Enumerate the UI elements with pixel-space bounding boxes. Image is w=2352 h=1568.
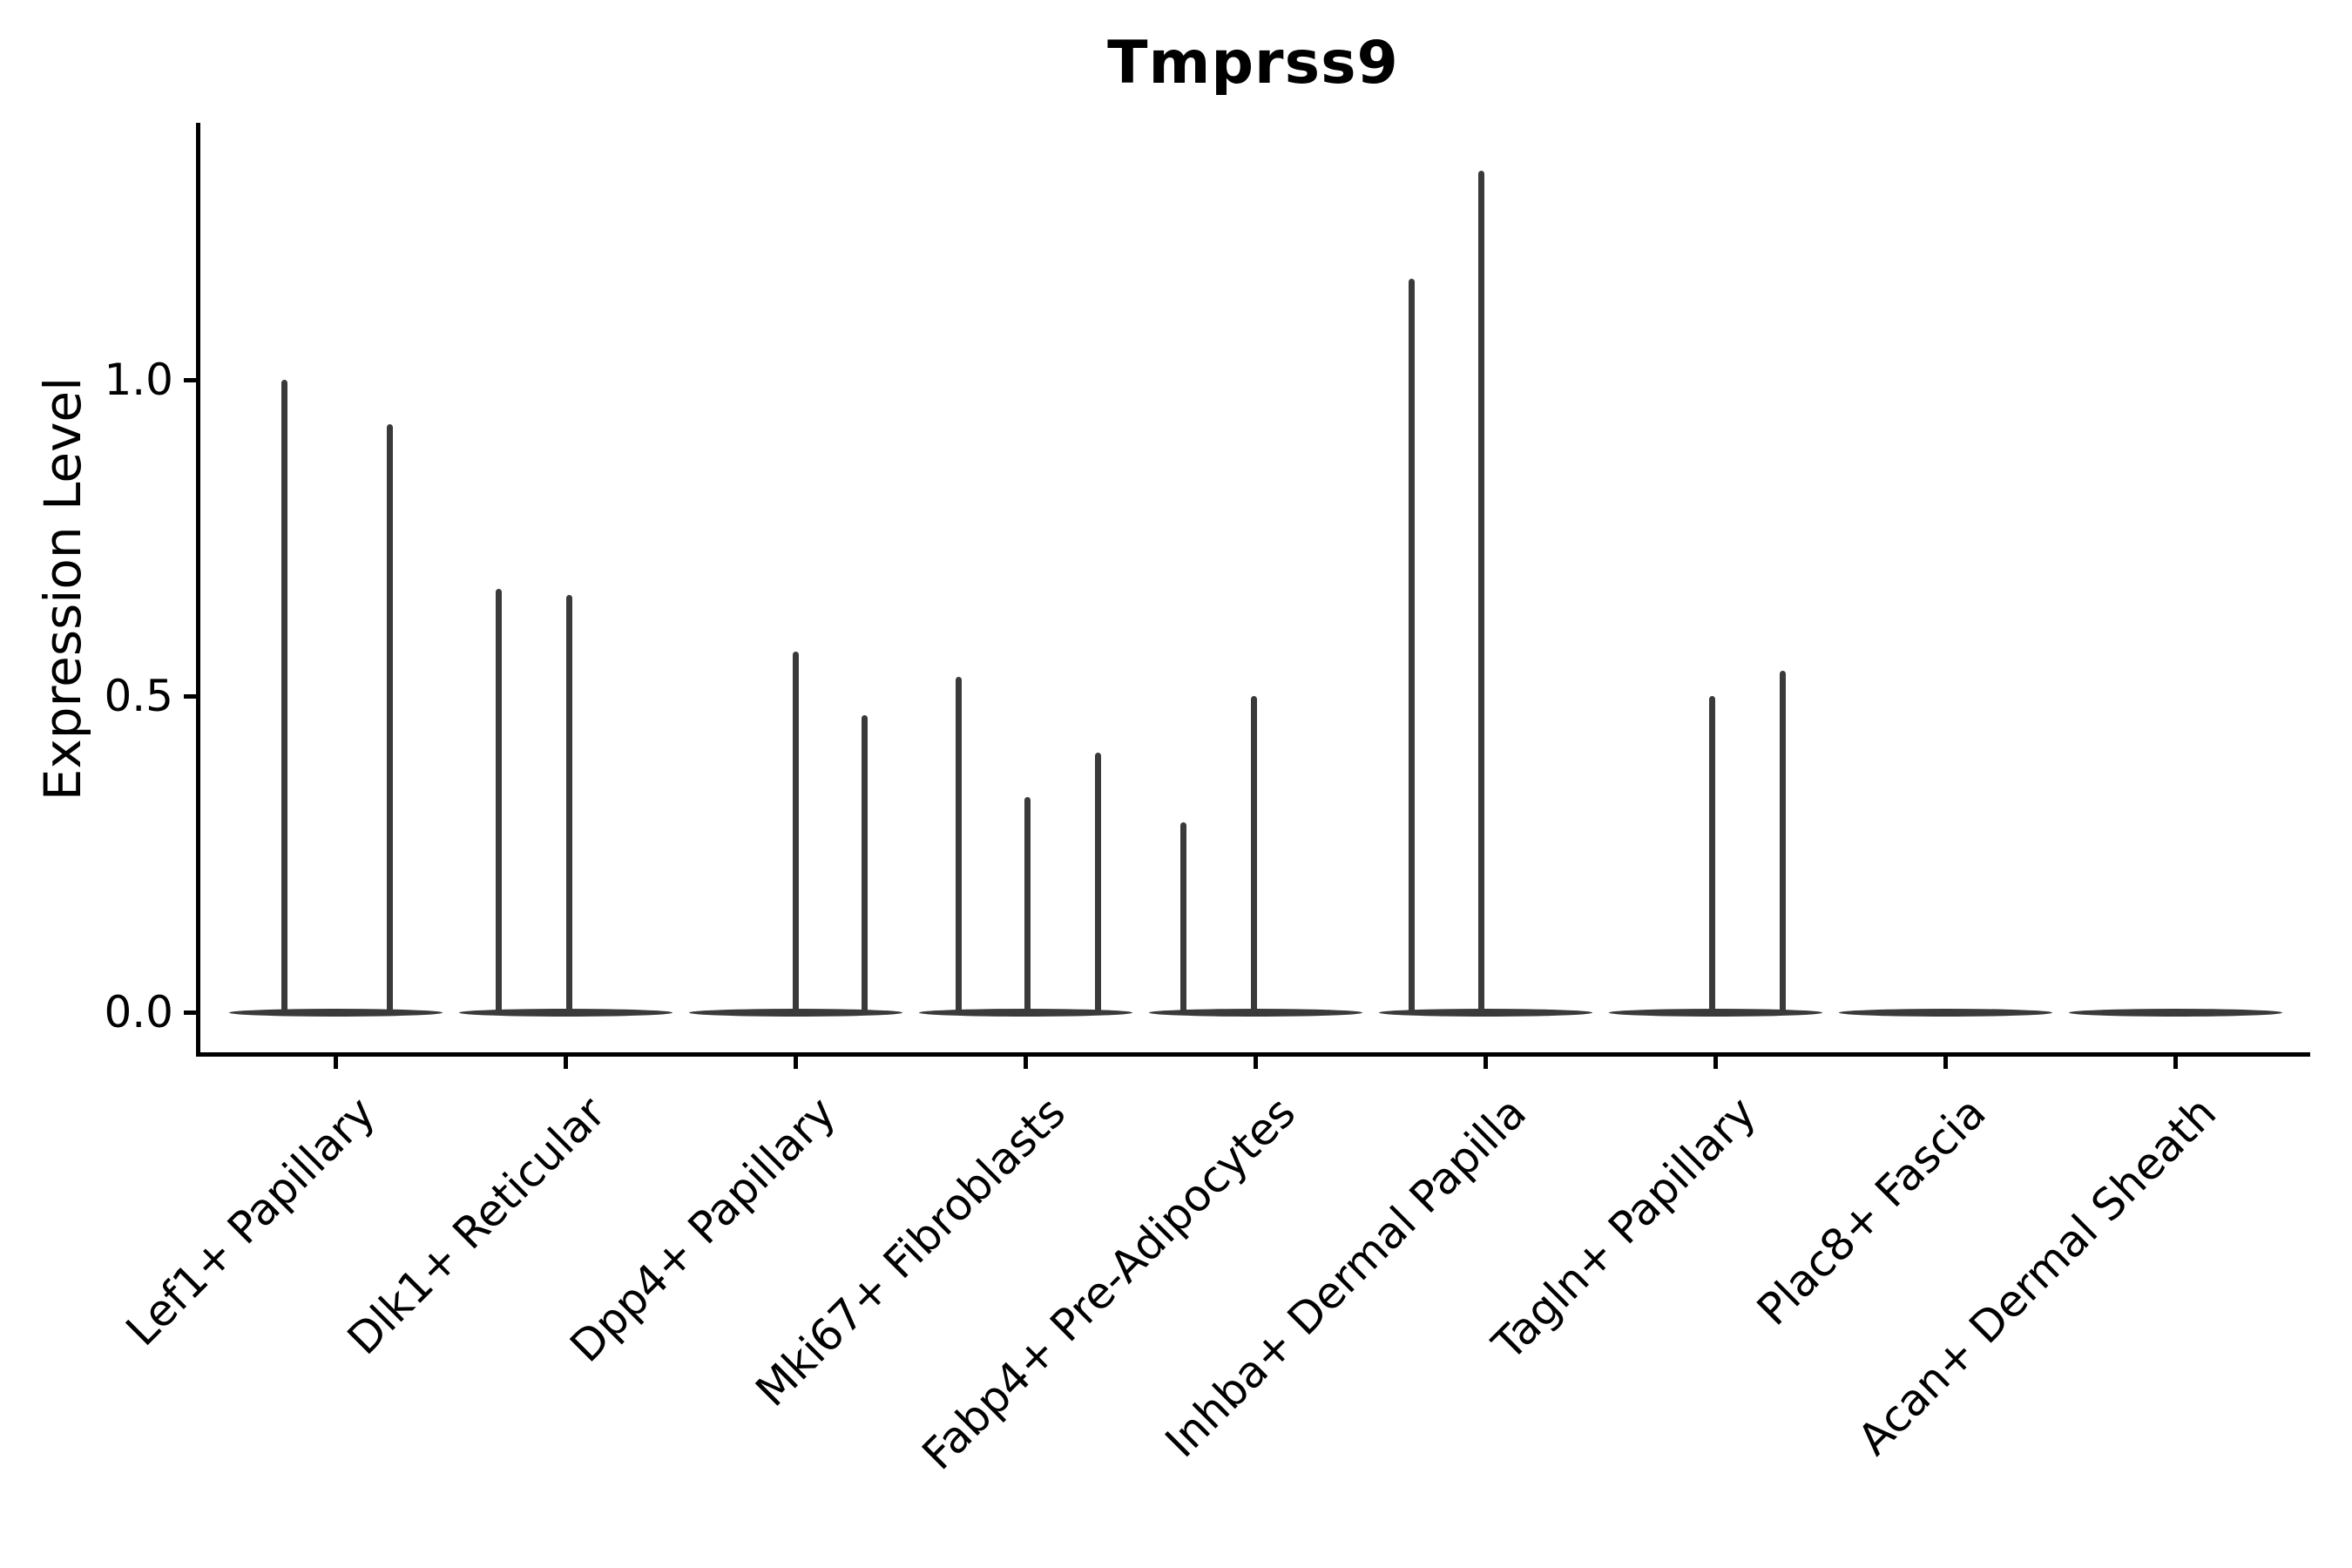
- violin-zero-bulk: [1148, 1008, 1362, 1017]
- violin-zero-bulk: [918, 1008, 1132, 1017]
- violin-zero-bulk: [688, 1008, 902, 1017]
- violin-spike: [281, 380, 288, 1012]
- violin-zero-bulk: [1839, 1008, 2053, 1017]
- violin-zero-bulk: [228, 1008, 443, 1017]
- violin-spike: [1024, 797, 1031, 1012]
- x-axis-tick-label: Plac8+ Fascia: [1747, 1087, 1996, 1335]
- violin-zero-bulk: [1609, 1008, 1823, 1017]
- chart-title: Tmprss9: [1107, 29, 1399, 98]
- violin-zero-bulk: [458, 1008, 672, 1017]
- violin-spike: [386, 423, 393, 1012]
- y-axis-tick-label: 0.0: [104, 987, 173, 1037]
- violin-spike: [1409, 278, 1416, 1012]
- violin-spike: [956, 677, 963, 1012]
- x-axis-tick: [563, 1057, 568, 1069]
- x-axis-tick: [1253, 1057, 1258, 1069]
- y-axis-tick: [184, 377, 196, 382]
- violin-spike: [1094, 753, 1101, 1012]
- plot-area: [196, 123, 2310, 1057]
- y-axis-label: Expression Level: [33, 376, 92, 801]
- x-axis-tick: [1943, 1057, 1949, 1069]
- y-axis-tick-label: 1.0: [104, 355, 173, 405]
- violin-zero-bulk: [2069, 1008, 2283, 1017]
- violin-spike: [792, 652, 799, 1012]
- violin-spike: [1250, 696, 1257, 1012]
- x-axis-tick: [1023, 1057, 1028, 1069]
- violin-spike: [1709, 696, 1716, 1012]
- violin-spike: [565, 594, 572, 1012]
- y-axis-tick: [184, 693, 196, 699]
- violin-spike: [1179, 822, 1186, 1012]
- x-axis-tick: [793, 1057, 798, 1069]
- violin-spike: [1779, 670, 1786, 1012]
- violin-spike: [496, 588, 502, 1012]
- x-axis-tick: [333, 1057, 338, 1069]
- violin-spike: [861, 714, 868, 1012]
- x-axis-tick-label: Fabp4+ Pre-Adipocytes: [912, 1087, 1306, 1480]
- x-axis-tick: [1484, 1057, 1488, 1069]
- y-axis-tick-label: 0.5: [104, 671, 173, 721]
- x-axis-tick: [2173, 1057, 2179, 1069]
- x-axis-tick-label: Lef1+ Papillary: [116, 1087, 386, 1356]
- violin-spike: [1477, 171, 1484, 1012]
- y-axis-tick: [184, 1010, 196, 1015]
- violin-zero-bulk: [1379, 1008, 1592, 1017]
- x-axis-tick: [1713, 1057, 1719, 1069]
